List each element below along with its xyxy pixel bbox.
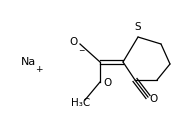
- Text: Na: Na: [20, 57, 36, 67]
- Text: S: S: [135, 22, 141, 32]
- Text: +: +: [35, 65, 43, 74]
- Text: O: O: [69, 37, 77, 47]
- Text: −: −: [78, 46, 84, 55]
- Text: H₃C: H₃C: [71, 98, 91, 108]
- Text: O: O: [103, 78, 111, 88]
- Text: O: O: [150, 94, 158, 104]
